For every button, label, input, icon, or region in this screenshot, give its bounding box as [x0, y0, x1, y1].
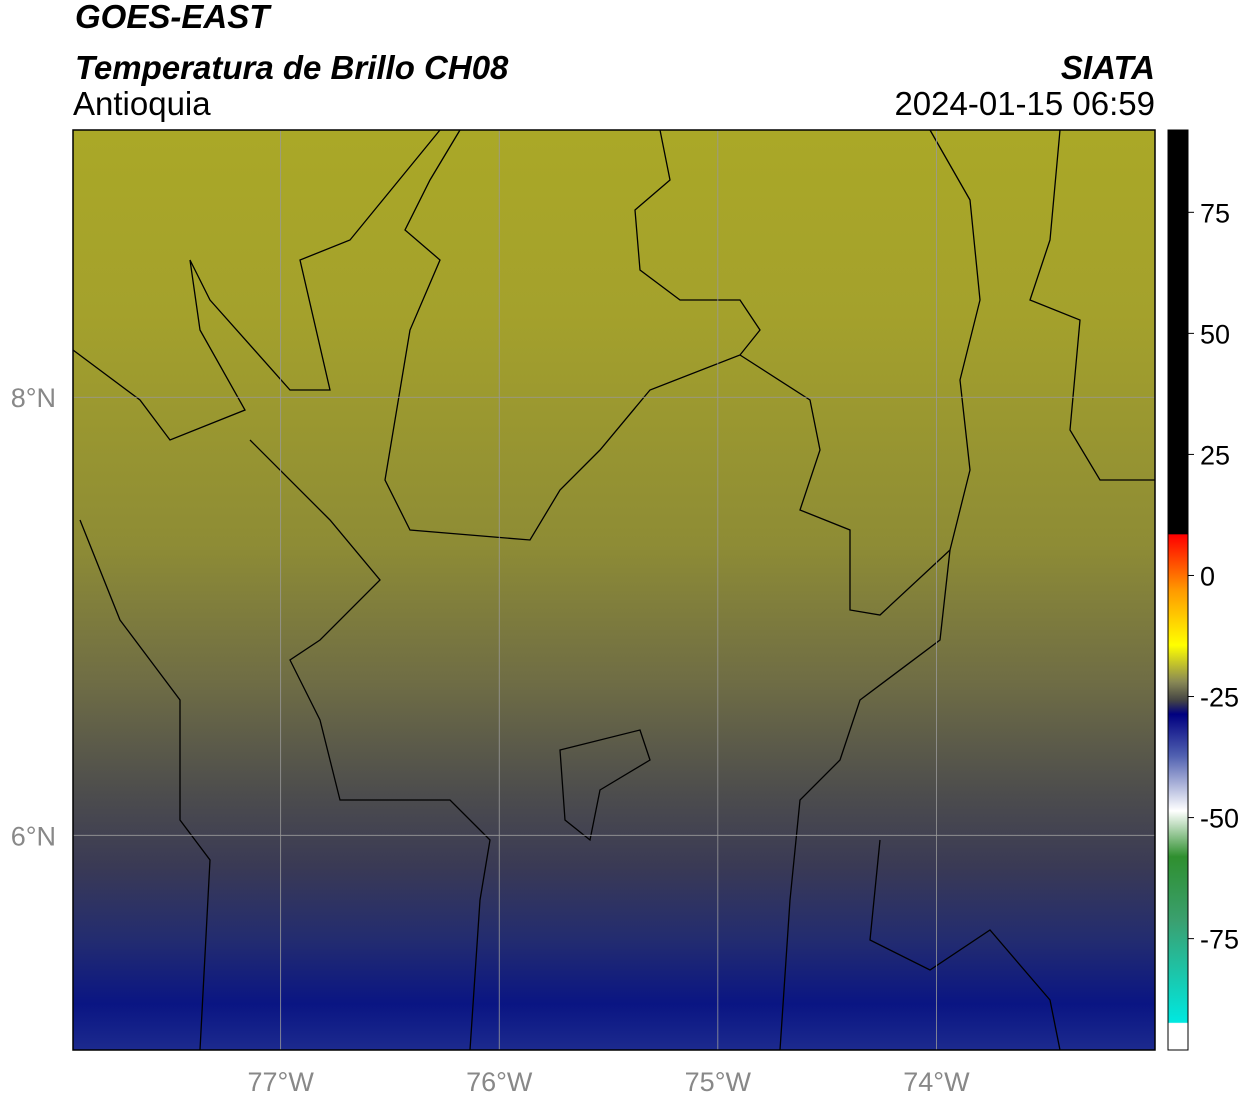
satellite: GOES-EAST — [75, 0, 272, 35]
lon-label: 76°W — [466, 1067, 533, 1097]
colorbar-label: 25 — [1200, 440, 1230, 470]
colorbar-label: -50 — [1200, 804, 1239, 834]
colorbar — [1167, 129, 1189, 1051]
lat-label: 8°N — [11, 383, 56, 413]
colorbar-label: 0 — [1200, 561, 1215, 591]
lon-label: 74°W — [903, 1067, 970, 1097]
colorbar-label: 75 — [1200, 198, 1230, 228]
timestamp: 2024-01-15 06:59 — [894, 85, 1155, 122]
satellite-image — [73, 130, 1155, 1050]
graticule — [73, 130, 1155, 1050]
borders — [72, 129, 1155, 1051]
region: Antioquia — [73, 85, 211, 122]
lon-label: 77°W — [247, 1067, 314, 1097]
colorbar-label: -25 — [1200, 683, 1239, 713]
lat-label: 6°N — [11, 821, 56, 851]
map-frame — [72, 129, 1156, 1051]
lon-label: 75°W — [685, 1067, 752, 1097]
product: Temperatura de Brillo CH08 — [75, 49, 509, 86]
colorbar-ticks — [1188, 211, 1194, 940]
organization: SIATA — [1061, 49, 1155, 86]
colorbar-label: 50 — [1200, 319, 1230, 349]
colorbar-label: -75 — [1200, 925, 1239, 955]
